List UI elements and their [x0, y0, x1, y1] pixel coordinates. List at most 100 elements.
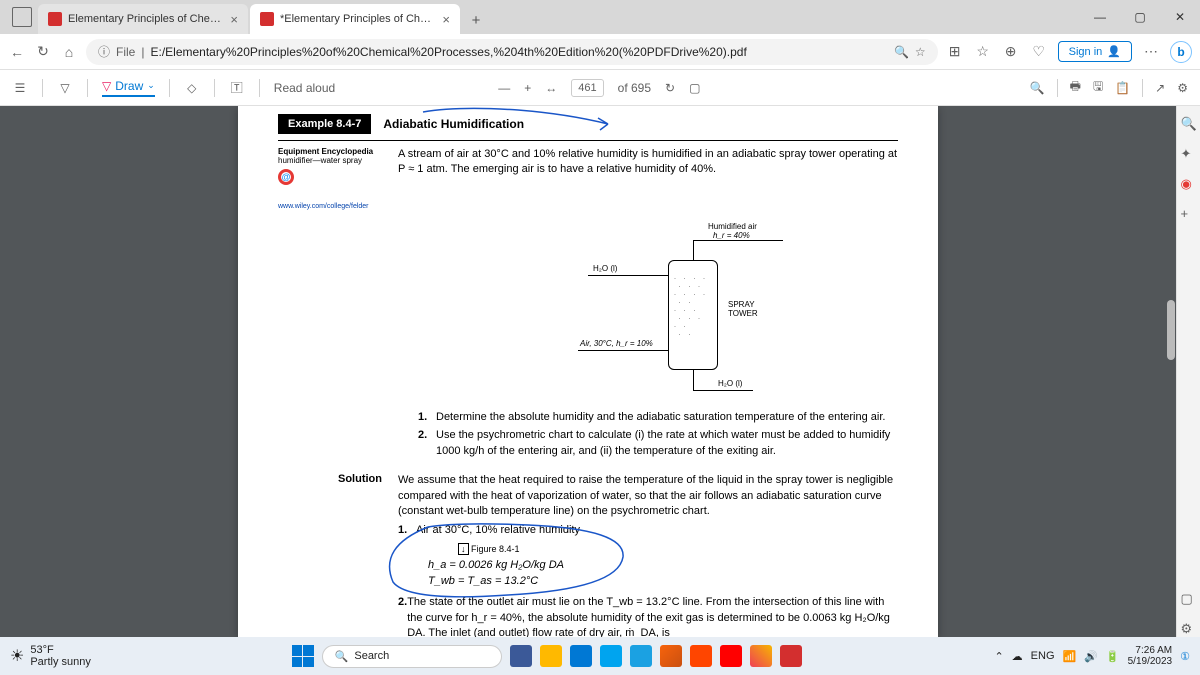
tray-onedrive[interactable]: ☁: [1012, 650, 1023, 663]
highlight-icon[interactable]: ▽: [57, 80, 73, 96]
window-menu-icon[interactable]: [12, 7, 32, 27]
browser-tab-2[interactable]: *Elementary Principles of Chemic ×: [250, 4, 460, 34]
tray-clock[interactable]: 7:26 AM 5/19/2023: [1128, 645, 1173, 667]
url-prefix: File: [116, 45, 135, 59]
expand-icon[interactable]: ↗: [1155, 81, 1165, 95]
spray-tower-diagram: · · · · · · ·· · · · · ·· · · · · ·· · ·…: [418, 220, 898, 400]
zoom-icon[interactable]: 🔍: [894, 45, 909, 59]
page-total: of 695: [618, 81, 651, 95]
weather-widget[interactable]: ☀ 53°F Partly sunny: [10, 644, 91, 668]
taskbar-app-4[interactable]: [600, 645, 622, 667]
rail-settings-icon[interactable]: ⚙: [1181, 621, 1197, 637]
text-icon[interactable]: 🅃: [229, 80, 245, 96]
rail-bottom-1[interactable]: ▢: [1181, 591, 1197, 607]
erase-icon[interactable]: ◇: [184, 80, 200, 96]
annotation-circle: [368, 517, 648, 607]
tab-2-close[interactable]: ×: [442, 12, 450, 27]
page-number-input[interactable]: 461: [571, 79, 603, 97]
q1-num: 1.: [418, 410, 436, 425]
start-button[interactable]: [292, 645, 314, 667]
maximize-button[interactable]: ▢: [1120, 0, 1160, 34]
q2-text: Use the psychrometric chart to calculate…: [436, 428, 898, 459]
draw-button[interactable]: ▽ Draw ⌄: [102, 79, 155, 97]
page-view-icon[interactable]: ▢: [689, 81, 700, 95]
q1-text: Determine the absolute humidity and the …: [436, 410, 898, 425]
window-controls: — ▢ ✕: [1080, 0, 1200, 34]
rotate-icon[interactable]: ↻: [665, 81, 675, 95]
profile-icon: 👤: [1107, 45, 1121, 58]
tab-1-label: Elementary Principles of Chemic: [68, 13, 222, 25]
taskbar-app-2[interactable]: [540, 645, 562, 667]
close-window-button[interactable]: ✕: [1160, 0, 1200, 34]
search-icon: 🔍: [335, 650, 349, 663]
refresh-button[interactable]: ↻: [34, 43, 52, 61]
pdf-page: Example 8.4-7 Adiabatic Humidification E…: [238, 106, 938, 637]
more-menu[interactable]: ⋯: [1142, 43, 1160, 61]
print-icon[interactable]: 🖶: [1070, 77, 1081, 98]
address-bar: ← ↻ ⌂ ⓘ File | E:/Elementary%20Principle…: [0, 34, 1200, 70]
url-text: E:/Elementary%20Principles%20of%20Chemic…: [150, 45, 746, 59]
tray-battery-icon[interactable]: 🔋: [1106, 650, 1120, 663]
tray-notifications[interactable]: ①: [1180, 650, 1190, 663]
url-field[interactable]: ⓘ File | E:/Elementary%20Principles%20of…: [86, 39, 938, 65]
read-aloud-button[interactable]: Read aloud: [274, 81, 335, 95]
taskbar-search[interactable]: 🔍 Search: [322, 645, 502, 668]
bing-icon[interactable]: b: [1170, 41, 1192, 63]
solution-p1: We assume that the heat required to rais…: [398, 473, 898, 519]
save-icon[interactable]: 🖫: [1093, 77, 1103, 98]
tray-chevron[interactable]: ⌃: [994, 650, 1003, 663]
tab-1-close[interactable]: ×: [230, 12, 238, 27]
taskbar-app-8[interactable]: [720, 645, 742, 667]
taskbar-app-5[interactable]: [630, 645, 652, 667]
tray-wifi-icon[interactable]: 📶: [1063, 650, 1077, 663]
equipment-title: Equipment Encyclopedia: [278, 147, 398, 156]
sign-in-button[interactable]: Sign in 👤: [1058, 41, 1132, 62]
taskbar-app-9[interactable]: [750, 645, 772, 667]
search-rail-icon[interactable]: 🔍: [1181, 116, 1197, 132]
plus-rail-icon[interactable]: +: [1181, 206, 1197, 222]
taskbar-app-3[interactable]: [570, 645, 592, 667]
tray-language[interactable]: ENG: [1031, 650, 1055, 662]
browser-tab-1[interactable]: Elementary Principles of Chemic ×: [38, 4, 248, 34]
zoom-out[interactable]: —: [498, 81, 510, 95]
favorites-icon[interactable]: ☆: [974, 43, 992, 61]
q2-num: 2.: [418, 428, 436, 459]
extensions-icon[interactable]: ⊞: [946, 43, 964, 61]
back-button[interactable]: ←: [8, 43, 26, 61]
scrollbar-thumb[interactable]: [1167, 300, 1175, 360]
home-button[interactable]: ⌂: [60, 43, 78, 61]
annotation-scribble-top: [418, 106, 618, 134]
pdf-favicon: [48, 12, 62, 26]
taskbar-app-1[interactable]: [510, 645, 532, 667]
intro-line-2: P ≈ 1 atm. The emerging air is to have a…: [398, 163, 716, 175]
minimize-button[interactable]: —: [1080, 0, 1120, 34]
contents-icon[interactable]: ☰: [12, 80, 28, 96]
star-icon[interactable]: ☆: [915, 45, 926, 59]
new-tab-button[interactable]: +: [462, 6, 490, 34]
copilot-rail-icon[interactable]: ✦: [1181, 146, 1197, 162]
zoom-in[interactable]: +: [524, 81, 531, 95]
browser-side-rail: 🔍 ✦ ◉ + ▢ ⚙: [1176, 106, 1200, 637]
pdf-favicon: [260, 12, 274, 26]
browser-tab-bar: Elementary Principles of Chemic × *Eleme…: [0, 0, 1200, 34]
windows-taskbar: ☀ 53°F Partly sunny 🔍 Search ⌃ ☁ ENG 📶 🔊…: [0, 637, 1200, 675]
save-as-icon[interactable]: 📋: [1115, 81, 1130, 95]
pdf-viewport[interactable]: Example 8.4-7 Adiabatic Humidification E…: [0, 106, 1176, 637]
pdf-toolbar: ☰ ▽ ▽ Draw ⌄ ◇ 🅃 Read aloud — + ↔ 461 of…: [0, 70, 1200, 106]
example-number-box: Example 8.4-7: [278, 114, 371, 134]
collections-icon[interactable]: ⊕: [1002, 43, 1020, 61]
search-pdf-icon[interactable]: 🔍: [1030, 81, 1045, 95]
settings-icon[interactable]: ⚙: [1177, 81, 1188, 95]
taskbar-app-10[interactable]: [780, 645, 802, 667]
taskbar-pinned-apps: [510, 645, 802, 667]
equipment-url: www.wiley.com/college/felder: [278, 203, 398, 210]
fit-width[interactable]: ↔: [545, 81, 557, 95]
intro-line-1: A stream of air at 30°C and 10% relative…: [398, 148, 897, 160]
taskbar-app-6[interactable]: [660, 645, 682, 667]
tab-2-label: *Elementary Principles of Chemic: [280, 13, 434, 25]
equipment-subtitle: humidifier—water spray: [278, 156, 398, 165]
taskbar-app-7[interactable]: [690, 645, 712, 667]
tray-volume-icon[interactable]: 🔊: [1084, 650, 1098, 663]
office-rail-icon[interactable]: ◉: [1181, 176, 1197, 192]
performance-icon[interactable]: ♡: [1030, 43, 1048, 61]
